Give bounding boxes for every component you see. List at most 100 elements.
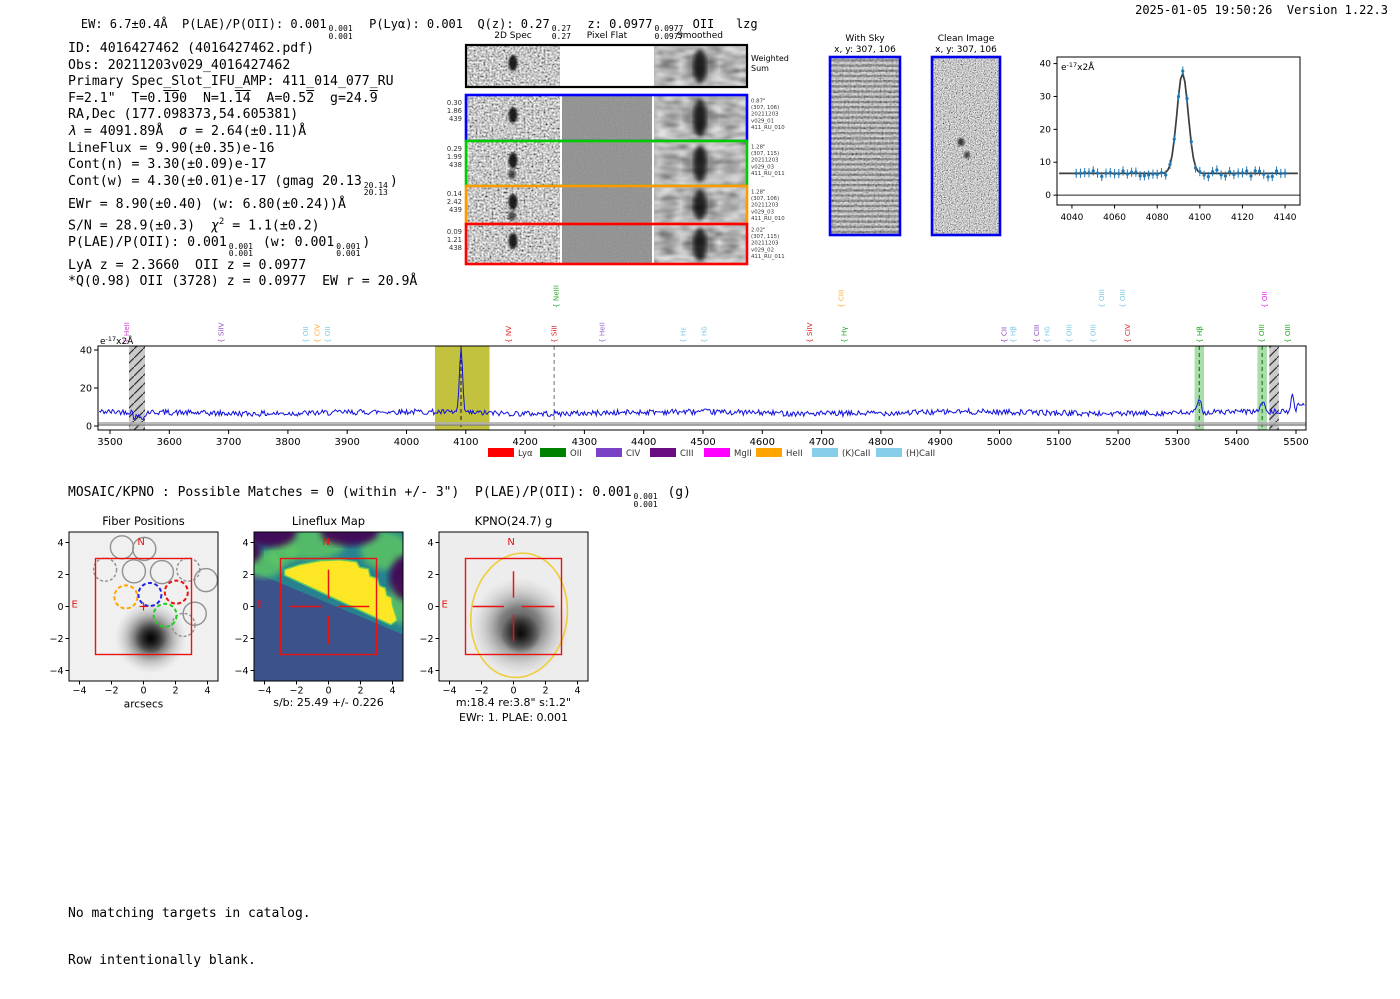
svg-text:2: 2 [542,686,548,697]
svg-text:E: E [442,599,448,610]
header-measurements: EW: 6.7±0.4Å P(LAE)/P(OII): 0.001 0.001 0.… [80,17,758,41]
svg-text:3600: 3600 [157,437,182,448]
svg-text:v029_02: v029_02 [751,247,774,253]
svg-text:(307, 115): (307, 115) [751,151,779,157]
svg-text:4100: 4100 [453,437,478,448]
line-label-OII: { OII [1260,291,1269,308]
svg-text:1.28": 1.28" [751,145,765,151]
line-label-OII: { OII [301,326,310,343]
svg-text:−2: −2 [289,686,303,697]
svg-text:4: 4 [427,538,433,549]
footer-line-1: No matching targets in catalog. [68,906,311,921]
svg-text:arcsecs: arcsecs [124,699,163,711]
svg-text:4040: 4040 [1060,213,1083,223]
svg-text:MgII: MgII [734,449,752,459]
svg-text:5300: 5300 [1165,437,1190,448]
svg-text:EWr: 1. PLAE: 0.001: EWr: 1. PLAE: 0.001 [459,711,568,724]
svg-text:4300: 4300 [572,437,597,448]
svg-text:−4: −4 [420,666,434,677]
svg-text:4000: 4000 [394,437,419,448]
line-label-CIII: { CIII [837,290,846,308]
svg-text:20: 20 [80,384,92,395]
svg-text:−4: −4 [235,666,249,677]
svg-text:10: 10 [1040,158,1052,168]
line-label-Hε: { Hε [678,327,687,343]
svg-text:v029_01: v029_01 [751,118,774,124]
line-label-OIII: { OIII [1118,289,1127,308]
svg-text:20: 20 [1040,125,1052,135]
svg-text:411_RU_010: 411_RU_010 [751,216,785,222]
svg-text:4120: 4120 [1231,213,1254,223]
header-version: Version 1.22.3 [1286,3,1388,17]
svg-text:4700: 4700 [809,437,834,448]
legend-entry-(H)CaII: (H)CaII [876,448,935,459]
header-line: EW: 6.7±0.4Å P(LAE)/P(OII): 0.001 0.001 0.… [52,3,1392,68]
svg-text:0: 0 [57,602,63,613]
svg-text:2: 2 [57,570,63,581]
svg-text:3500: 3500 [97,437,122,448]
svg-text:Lineflux Map: Lineflux Map [292,514,365,528]
svg-text:N: N [322,537,329,548]
line-label-NV: { NV [504,326,513,343]
catalog-match-line: MOSAIC/KPNO : Possible Matches = 0 (with… [68,485,691,509]
line-label-CIII: { CIII [1032,325,1041,343]
line-label-NeIII: { NeIII [551,285,560,308]
svg-text:0.14: 0.14 [447,190,462,198]
svg-text:1.99: 1.99 [447,153,462,161]
svg-text:438: 438 [449,161,462,169]
info-line-14: *Q(0.98) OII (3728) z = 0.0977 EW r = 20… [68,274,418,290]
svg-text:v029_03: v029_03 [751,164,774,170]
svg-text:2: 2 [357,686,363,697]
svg-text:4: 4 [242,538,248,549]
svg-text:OII: OII [570,449,582,459]
line-label-OIII: { OIII [1064,324,1073,343]
info-line-9: Cont(w) = 4.30(±0.01)e-17 (gmag 20.13 20.… [68,173,398,198]
svg-text:Lyα: Lyα [518,449,533,459]
svg-text:4: 4 [389,686,395,697]
svg-text:Pixel Flat: Pixel Flat [587,31,628,41]
svg-text:s/b: 25.49 +/- 0.226: s/b: 25.49 +/- 0.226 [273,696,384,709]
header-datetime: 2025-01-05 19:50:26 [1135,3,1273,17]
info-line-6: λ = 4091.89Å σ = 2.64(±0.11)Å [68,123,307,139]
line-label-CIV: { CIV [1123,324,1132,343]
svg-text:e-17x2Å: e-17x2Å [100,335,134,347]
svg-text:(307, 106): (307, 106) [751,105,779,111]
legend-entry-(K)CaII: (K)CaII [812,448,870,459]
svg-text:1.86: 1.86 [447,107,462,115]
line-label-HeII: { HeII [122,322,131,343]
2d-spec-cutouts: 2D Spec Pixel Flat SmoothedWeightedSum0.30… [447,31,1002,266]
svg-text:4400: 4400 [631,437,656,448]
footer-line-2: Row intentionally blank. [68,952,256,968]
svg-text:0: 0 [242,602,248,613]
line-label-CII: { CII [1000,327,1009,343]
svg-text:−2: −2 [50,634,64,645]
elixer-report: EW: 6.7±0.4Å P(LAE)/P(OII): 0.001 0.001 0.… [50,3,1392,968]
svg-text:2D Spec: 2D Spec [494,31,531,41]
svg-text:0.30: 0.30 [447,99,462,107]
svg-text:v029_03: v029_03 [751,209,774,215]
info-line-4: F=2.1" T=0.190 N=1.14 A=0.52 g=24.9 [68,90,378,106]
svg-text:2: 2 [242,570,248,581]
info-line-12: P(LAE)/P(OII): 0.001 0.001 0.001 (w: 0.001… [68,234,371,259]
line-label-Hβ: { Hβ [1195,326,1204,343]
svg-text:3800: 3800 [275,437,300,448]
info-line-1: ID: 4016427462 (4016427462.pdf) [68,41,315,56]
svg-text:−4: −4 [257,686,271,697]
svg-text:4500: 4500 [690,437,715,448]
svg-text:4900: 4900 [927,437,952,448]
legend-entry-OII: OII [540,448,582,459]
svg-text:1.21: 1.21 [447,236,462,244]
svg-text:With Sky: With Sky [845,34,885,44]
svg-text:40: 40 [1040,60,1052,70]
svg-text:0.87": 0.87" [751,99,765,105]
svg-text:Fiber Positions: Fiber Positions [102,514,185,528]
line-label-Hδ: { Hδ [1042,326,1051,343]
svg-text:−4: −4 [442,686,456,697]
svg-text:4060: 4060 [1103,213,1126,223]
svg-text:E: E [72,599,78,610]
